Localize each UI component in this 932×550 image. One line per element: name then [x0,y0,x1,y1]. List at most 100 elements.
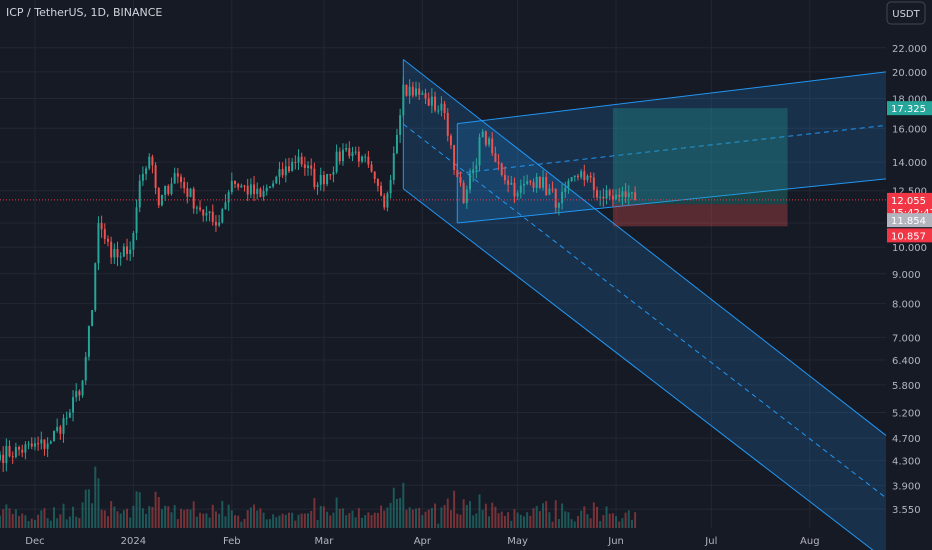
volume-bar [564,511,567,528]
candle-body [405,84,408,96]
volume-bar [68,516,71,528]
candle [211,204,214,226]
candle [14,442,17,459]
candle-body [557,203,560,208]
candle-body [75,391,78,398]
volume-bar [481,509,484,528]
currency-button-frame[interactable] [886,1,926,25]
candle-body [268,186,271,188]
candle-body [395,134,398,154]
target-zone[interactable] [612,108,788,205]
price-axis-label: 5.200 [892,409,921,420]
candle-body [291,161,294,172]
price-axis-label: 5.800 [892,381,921,392]
candle-body [126,246,129,254]
candle [294,155,297,170]
up-channel-fill [457,71,886,224]
volume-bar [627,510,630,528]
volume-bar [408,507,411,528]
candle [380,181,383,197]
volume-bar [100,509,103,528]
currency-button-label[interactable]: USDT [892,9,920,20]
long-position-tool[interactable] [612,108,788,227]
candle-body [326,174,329,185]
candle [475,158,478,179]
candle-body [586,175,589,181]
candle [618,188,621,202]
candle-body [576,175,579,178]
volume-bar [141,508,144,528]
candle [132,230,135,257]
candle [326,173,329,187]
volume-bar [202,513,205,528]
candle [351,146,354,162]
candle [202,209,205,222]
candle [535,173,538,193]
volume-bar [186,509,189,528]
candle [21,444,24,458]
candle-body [440,103,443,111]
candle [567,178,570,194]
candle-body [554,188,557,208]
candle [221,207,224,224]
volume-bar [208,517,211,528]
candle [494,146,497,163]
candle-body [415,88,417,96]
volume-bar [275,517,278,528]
candle-body [434,96,437,111]
candle [170,177,173,196]
price-axis-label: 7.000 [892,333,921,344]
volume-bar [176,519,179,528]
volume-bar [370,515,373,528]
time-axis[interactable]: Dec 2024 Feb Mar Apr May Jun Jul Aug [25,536,819,547]
candle-body [173,173,176,184]
candle-body [357,151,360,162]
candle [446,107,449,142]
candle [30,437,33,450]
currency-button[interactable]: USDT [886,1,926,25]
candle [65,411,68,426]
candle-body [551,188,554,190]
time-axis-label: Jun [607,536,624,547]
volume-bar [240,521,243,528]
volume-bar [151,506,154,528]
candle-body [275,176,278,184]
price-axis-label: 4.300 [892,457,921,468]
candle-body [608,190,611,196]
volume-bar [249,507,252,528]
candle-body [545,177,548,195]
candle [329,173,332,180]
candle-body [567,180,570,188]
volume-bar [78,518,81,528]
price-axis-label: 16.000 [892,124,927,135]
candle [157,187,160,209]
candle-body [599,196,602,198]
time-axis-label: Mar [314,536,334,547]
candle [532,178,535,193]
candle [259,187,262,198]
volume-bar [519,514,522,528]
candle-body [186,188,189,197]
candle-body [408,86,411,96]
volume-bar [621,518,624,528]
candle-body [542,177,545,188]
candle-body [272,183,275,187]
candle-body [529,181,532,183]
volume-bar [24,515,27,528]
candle-body [0,454,1,460]
last-price-label: 12.055 [891,196,926,207]
volume-bar [535,506,538,528]
candle-body [621,191,624,197]
volume-bar [18,516,21,528]
target-price-badge-label: 17.325 [891,104,926,115]
candle-body [287,166,290,172]
up-channel[interactable] [456,71,887,224]
stop-zone[interactable] [612,204,788,227]
candle-body [475,165,478,170]
volume-bar [319,505,322,528]
volume-bar [122,510,125,528]
volume-bar [580,510,583,528]
volume-bar [205,513,208,528]
candle-body [627,192,630,198]
